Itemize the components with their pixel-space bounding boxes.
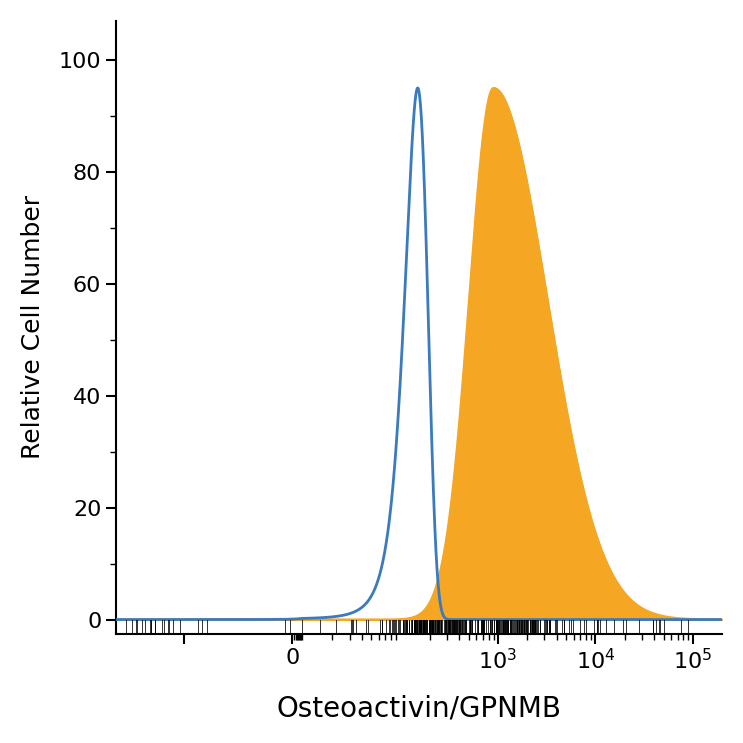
X-axis label: Osteoactivin/GPNMB: Osteoactivin/GPNMB xyxy=(276,694,562,722)
Y-axis label: Relative Cell Number: Relative Cell Number xyxy=(21,195,45,459)
